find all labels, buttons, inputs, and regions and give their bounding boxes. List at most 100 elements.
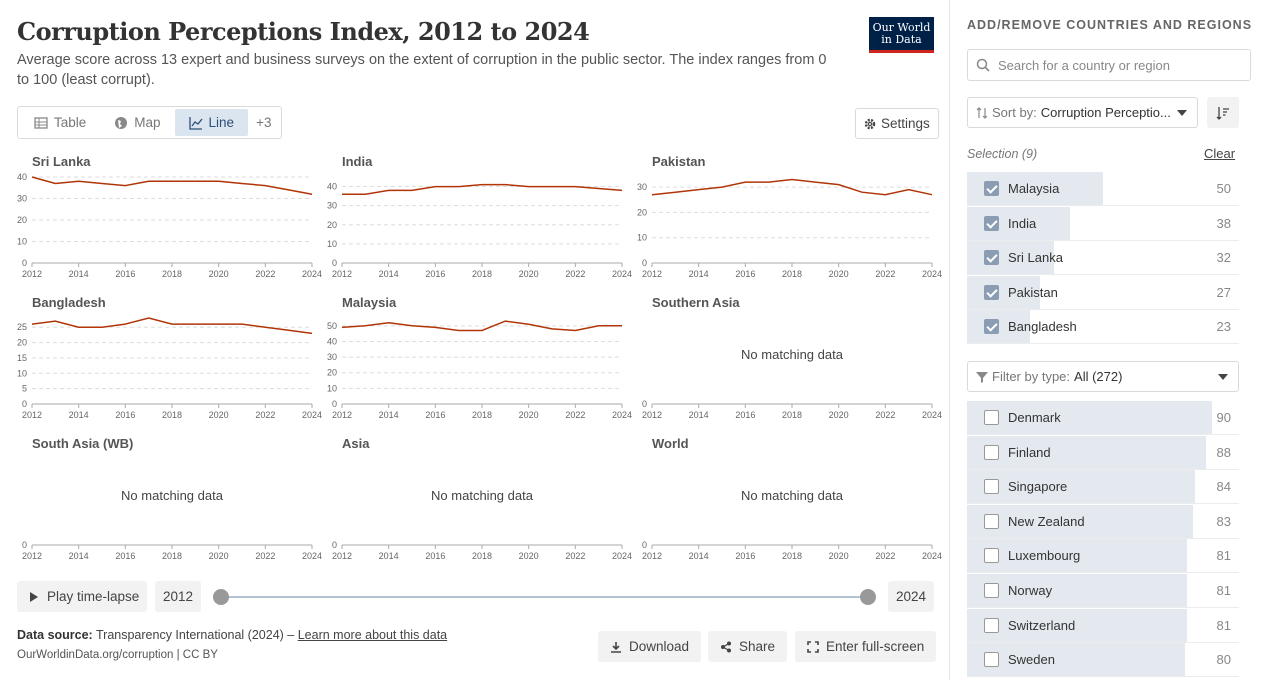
chart-panel: Malaysia 0 10 20 30 40 50 2012 2014 2016 2018 2020 2… (327, 295, 632, 430)
data-point (906, 187, 911, 192)
start-handle[interactable] (213, 589, 229, 605)
data-point (286, 187, 291, 192)
x-tick-label: 2012 (642, 269, 662, 279)
tab-map[interactable]: Map (100, 109, 174, 136)
data-point (240, 181, 245, 186)
x-tick-label: 2018 (472, 269, 492, 279)
sort-dropdown[interactable]: Sort by: Corruption Perceptio... (967, 97, 1198, 128)
checkbox[interactable] (984, 284, 999, 300)
entity-row[interactable]: Switzerland 81 (967, 608, 1239, 643)
entity-row[interactable]: Norway 81 (967, 574, 1239, 608)
checkbox[interactable] (984, 583, 999, 598)
checkbox[interactable] (984, 410, 999, 425)
line-chart-icon (188, 116, 203, 130)
x-tick-label: 2022 (565, 551, 585, 561)
search-input[interactable] (998, 57, 1238, 73)
entity-row[interactable]: Sweden 80 (967, 643, 1239, 678)
entity-row[interactable]: Denmark 90 (967, 401, 1239, 435)
entity-value: 90 (1216, 410, 1231, 425)
x-tick-label: 2020 (519, 551, 539, 561)
entity-name: New Zealand (1008, 513, 1085, 529)
download-button[interactable]: Download (598, 631, 702, 662)
x-tick-label: 2012 (642, 410, 662, 420)
checkbox[interactable] (984, 479, 999, 495)
search-box[interactable] (967, 49, 1251, 81)
value-bar (967, 539, 1188, 573)
x-tick-label: 2022 (565, 410, 585, 420)
no-data-message: No matching data (741, 347, 843, 362)
data-point (433, 325, 438, 330)
tab-table[interactable]: Table (20, 109, 100, 136)
entity-row[interactable]: Luxembourg 81 (967, 539, 1239, 574)
table-icon (34, 116, 48, 129)
data-point (123, 322, 128, 327)
entity-row[interactable]: Finland 88 (967, 435, 1239, 470)
x-tick-label: 2022 (255, 410, 275, 420)
checkbox[interactable] (984, 548, 999, 564)
tab-more[interactable]: +3 (256, 115, 272, 130)
data-point (720, 185, 725, 190)
selected-entity-row[interactable]: Bangladesh 23 (967, 310, 1239, 345)
data-source: Data source: Transparency International … (17, 628, 448, 642)
data-point (433, 184, 438, 189)
checkbox[interactable] (984, 319, 999, 335)
owid-logo[interactable]: Our World in Data (869, 17, 934, 53)
data-point (650, 192, 655, 197)
data-point (193, 322, 198, 327)
y-tick-label: 50 (327, 321, 337, 331)
entity-value: 81 (1216, 583, 1231, 598)
chart-area: Corruption Perceptions Index, 2012 to 20… (17, 0, 950, 680)
checkbox[interactable] (984, 181, 999, 196)
tab-line[interactable]: Line (174, 109, 249, 136)
entity-value: 50 (1216, 181, 1231, 196)
data-point (480, 182, 485, 187)
selection-count: Selection (9) (967, 147, 1038, 161)
timeline-track[interactable] (222, 596, 868, 598)
checkbox[interactable] (984, 215, 999, 231)
x-tick-label: 2014 (689, 551, 709, 561)
clear-selection-link[interactable]: Clear (1204, 146, 1236, 161)
sort-direction-button[interactable] (1207, 97, 1239, 128)
download-icon (611, 641, 621, 653)
selected-entity-row[interactable]: Malaysia 50 (967, 172, 1239, 206)
fullscreen-button[interactable]: Enter full-screen (795, 631, 937, 662)
y-tick-label: 10 (327, 239, 337, 249)
end-handle[interactable] (860, 589, 876, 605)
selected-entity-row[interactable]: India 38 (967, 206, 1239, 241)
entity-row[interactable]: Singapore 84 (967, 470, 1239, 505)
panel-title: Malaysia (342, 295, 397, 310)
data-point (216, 322, 221, 327)
data-point (100, 325, 105, 330)
selected-entity-row[interactable]: Pakistan 27 (967, 275, 1239, 310)
x-tick-label: 2016 (115, 551, 135, 561)
start-year-label[interactable]: 2012 (155, 581, 201, 612)
data-point (573, 184, 578, 189)
data-point (696, 187, 701, 192)
checkbox[interactable] (984, 250, 999, 266)
checkbox[interactable] (984, 444, 999, 460)
x-tick-label: 2014 (689, 269, 709, 279)
chart-panel: South Asia (WB) No matching data 0 2012 2014… (17, 436, 322, 571)
checkbox[interactable] (984, 652, 999, 668)
y-tick-label: 0 (642, 258, 647, 268)
selector-heading: ADD/REMOVE COUNTRIES AND REGIONS (967, 18, 1253, 32)
x-tick-label: 2016 (115, 410, 135, 420)
data-point (193, 179, 198, 184)
end-year-label[interactable]: 2024 (888, 581, 934, 612)
x-tick-label: 2022 (255, 551, 275, 561)
x-tick-label: 2020 (209, 269, 229, 279)
x-tick-label: 2012 (332, 551, 352, 561)
learn-more-link[interactable]: Learn more about this data (297, 628, 448, 642)
entity-row[interactable]: New Zealand 83 (967, 504, 1239, 539)
x-tick-label: 2022 (875, 269, 895, 279)
checkbox[interactable] (984, 513, 999, 529)
x-tick-label: 2012 (22, 269, 42, 279)
selected-entity-row[interactable]: Sri Lanka 32 (967, 241, 1239, 276)
checkbox[interactable] (984, 617, 999, 633)
settings-button[interactable]: Settings (855, 108, 939, 139)
filter-type-dropdown[interactable]: Filter by type: All (272) (967, 361, 1239, 392)
value-bar (967, 504, 1193, 538)
share-button[interactable]: Share (708, 631, 788, 662)
chart-panel: Pakistan 0 10 20 30 2012 2014 2016 2018 2020 2022 2… (637, 154, 942, 289)
play-timelapse-button[interactable]: Play time-lapse (17, 581, 147, 612)
